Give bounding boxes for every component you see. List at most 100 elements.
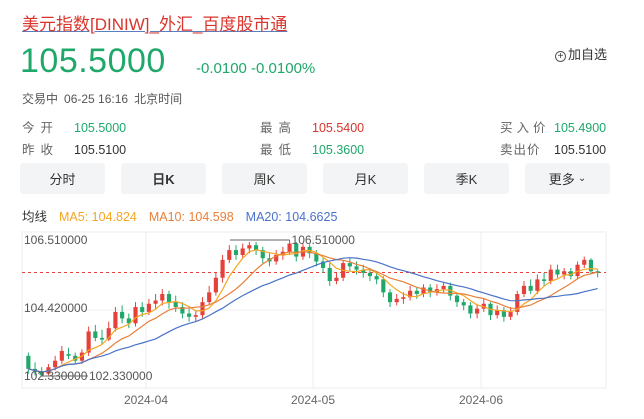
candle-body	[367, 272, 373, 277]
add-watchlist-button[interactable]: + 加自选	[555, 44, 607, 63]
candle-body	[374, 276, 379, 280]
candle-body	[240, 248, 245, 255]
candle-body	[213, 277, 218, 293]
candle-body	[73, 355, 78, 361]
ma-label: 均线	[22, 210, 48, 224]
price-change: -0.0100 -0.0100%	[196, 60, 315, 77]
candle-body	[274, 254, 279, 262]
candle-body	[106, 328, 111, 340]
candle-body	[575, 264, 580, 277]
y-tick-label: 106.510000	[24, 233, 88, 247]
candle-body	[173, 302, 178, 308]
candle-body	[541, 279, 547, 281]
candle-body	[414, 290, 419, 295]
min-value-label: 102.330000	[89, 369, 153, 383]
candle-body	[99, 337, 105, 340]
ma20-line	[28, 257, 598, 373]
candle-body	[200, 302, 205, 316]
candle-body	[347, 263, 352, 267]
candle-body	[166, 294, 172, 303]
candle-body	[555, 269, 560, 275]
candle-body	[495, 310, 500, 316]
chevron-down-icon: ⌄	[577, 173, 587, 184]
quote-prev-close: 昨收 105.5100	[22, 143, 127, 157]
candle-body	[361, 269, 366, 273]
candle-body	[53, 360, 58, 368]
candle-body	[421, 287, 426, 295]
ma20-value: MA20: 104.6625	[245, 210, 338, 224]
candle-body	[354, 266, 359, 270]
candle-body	[448, 285, 453, 296]
candle-body	[260, 250, 265, 259]
tab-monthly-k[interactable]: 月K	[323, 163, 408, 194]
tab-more[interactable]: 更多 ⌄	[525, 163, 610, 194]
candle-body	[93, 331, 98, 338]
candle-body	[428, 287, 433, 293]
candle-body	[294, 243, 299, 257]
candle-body	[548, 269, 553, 281]
candle-body	[133, 307, 138, 324]
ma5-line	[28, 249, 598, 373]
tab-intraday[interactable]: 分时	[20, 163, 105, 194]
candle-body	[253, 245, 259, 251]
candle-body	[193, 315, 198, 317]
candle-body	[521, 285, 527, 295]
candle-body	[515, 294, 520, 312]
candle-body	[314, 253, 319, 262]
quote-high: 最高 105.5400	[260, 121, 365, 135]
quote-ask: 卖出价 105.5100	[500, 143, 607, 157]
change-percent: -0.0100%	[251, 60, 316, 77]
page-title[interactable]: 美元指数[DINIW]_外汇_百度股市通	[22, 15, 288, 34]
trading-status: 交易中 06-25 16:16 北京时间	[22, 90, 188, 107]
candle-body	[535, 279, 540, 291]
quote-bid: 买入价 105.4900	[500, 121, 607, 135]
status-text: 交易中	[22, 92, 59, 106]
candle-body	[461, 302, 466, 306]
candle-body	[562, 271, 567, 275]
change-value: -0.0100	[196, 60, 247, 77]
tab-quarterly-k[interactable]: 季K	[424, 163, 509, 194]
candle-body	[59, 350, 64, 361]
candle-body	[120, 311, 125, 319]
candle-body	[387, 292, 393, 303]
tab-more-label: 更多	[548, 172, 575, 187]
candle-body	[568, 271, 573, 277]
candle-body	[227, 250, 232, 260]
candle-body	[153, 300, 158, 304]
tab-daily-k[interactable]: 日K	[121, 163, 206, 194]
candle-body	[320, 261, 326, 268]
ma10-line	[28, 251, 598, 373]
candle-body	[508, 311, 513, 317]
quote-low: 最低 105.3600	[260, 143, 365, 157]
plus-icon: +	[555, 51, 566, 62]
candle-body	[501, 310, 506, 317]
candle-body	[394, 298, 399, 303]
max-value-label: 106.510000	[292, 233, 356, 247]
candle-body	[66, 354, 71, 356]
candle-body	[39, 372, 44, 376]
status-timezone: 北京时间	[134, 92, 183, 106]
candle-body	[180, 307, 185, 314]
current-price: 105.5000	[20, 42, 166, 80]
candle-body	[287, 243, 292, 252]
candle-body	[381, 279, 386, 293]
candle-body	[327, 267, 332, 281]
candle-body	[160, 294, 165, 301]
ma10-value: MA10: 104.598	[148, 210, 234, 224]
candle-body	[86, 331, 91, 353]
candle-body	[113, 311, 118, 329]
x-tick-label: 2024-05	[291, 393, 335, 407]
candle-body	[220, 259, 225, 278]
period-tabs: 分时 日K 周K 月K 季K 更多 ⌄	[20, 163, 610, 194]
candle-body	[233, 250, 239, 255]
candle-body	[582, 259, 587, 265]
candle-body	[401, 297, 406, 299]
candle-body	[454, 295, 460, 303]
tab-weekly-k[interactable]: 周K	[222, 163, 307, 194]
candle-body	[247, 245, 252, 249]
candle-body	[528, 285, 533, 291]
candle-body	[140, 307, 145, 312]
ma-legend: 均线 MA5: 104.824 MA10: 104.598 MA20: 104.662…	[22, 206, 337, 225]
x-tick-label: 2024-04	[124, 393, 168, 407]
